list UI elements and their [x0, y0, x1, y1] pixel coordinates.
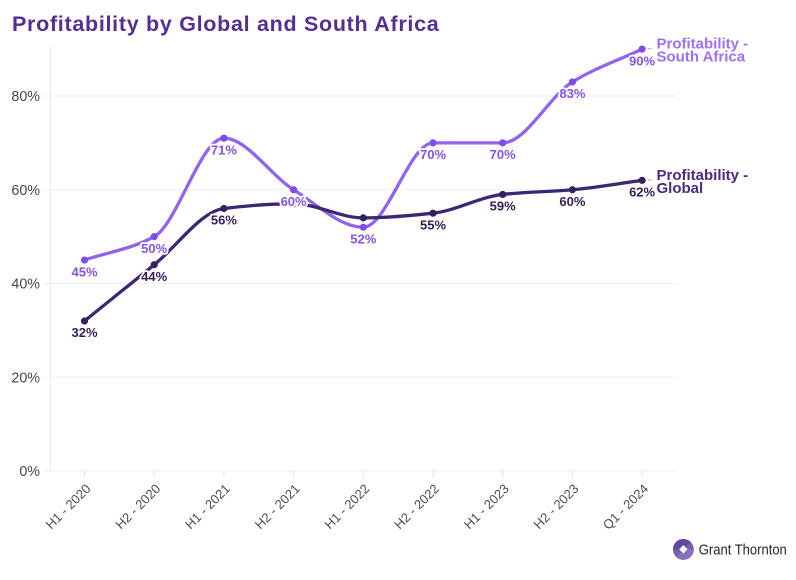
- svg-text:20%: 20%: [11, 370, 40, 386]
- svg-text:Profitability -Global: Profitability -Global: [657, 167, 749, 197]
- svg-text:H1 - 2021: H1 - 2021: [182, 481, 233, 532]
- svg-text:60%: 60%: [559, 194, 585, 209]
- svg-text:H2 - 2023: H2 - 2023: [531, 481, 582, 532]
- svg-text:H1 - 2020: H1 - 2020: [43, 481, 94, 532]
- svg-text:60%: 60%: [11, 183, 40, 199]
- svg-text:62%: 62%: [629, 185, 655, 200]
- svg-text:H1 - 2023: H1 - 2023: [461, 481, 512, 532]
- svg-text:H2 - 2022: H2 - 2022: [391, 481, 442, 532]
- svg-text:70%: 70%: [490, 147, 516, 162]
- svg-text:40%: 40%: [11, 277, 40, 293]
- svg-text:Grant Thornton: Grant Thornton: [699, 542, 787, 559]
- svg-text:52%: 52%: [350, 232, 376, 247]
- svg-text:0%: 0%: [19, 464, 40, 480]
- svg-text:H2 - 2021: H2 - 2021: [252, 481, 303, 532]
- svg-text:59%: 59%: [490, 199, 516, 214]
- svg-text:60%: 60%: [281, 194, 307, 209]
- svg-text:45%: 45%: [71, 264, 97, 279]
- svg-text:50%: 50%: [141, 241, 167, 256]
- svg-text:80%: 80%: [11, 89, 40, 105]
- svg-text:83%: 83%: [559, 86, 585, 101]
- svg-text:32%: 32%: [71, 325, 97, 340]
- svg-text:55%: 55%: [420, 217, 446, 232]
- svg-text:Profitability by Global and So: Profitability by Global and South Africa: [12, 12, 440, 36]
- svg-text:Profitability -South Africa: Profitability -South Africa: [657, 36, 749, 66]
- svg-text:70%: 70%: [420, 147, 446, 162]
- svg-text:71%: 71%: [211, 142, 237, 157]
- svg-text:56%: 56%: [211, 213, 237, 228]
- svg-text:44%: 44%: [141, 269, 167, 284]
- svg-text:Q1 - 2024: Q1 - 2024: [600, 481, 651, 532]
- svg-text:90%: 90%: [629, 53, 655, 68]
- svg-text:H2 - 2020: H2 - 2020: [112, 481, 163, 532]
- svg-text:H1 - 2022: H1 - 2022: [321, 481, 372, 532]
